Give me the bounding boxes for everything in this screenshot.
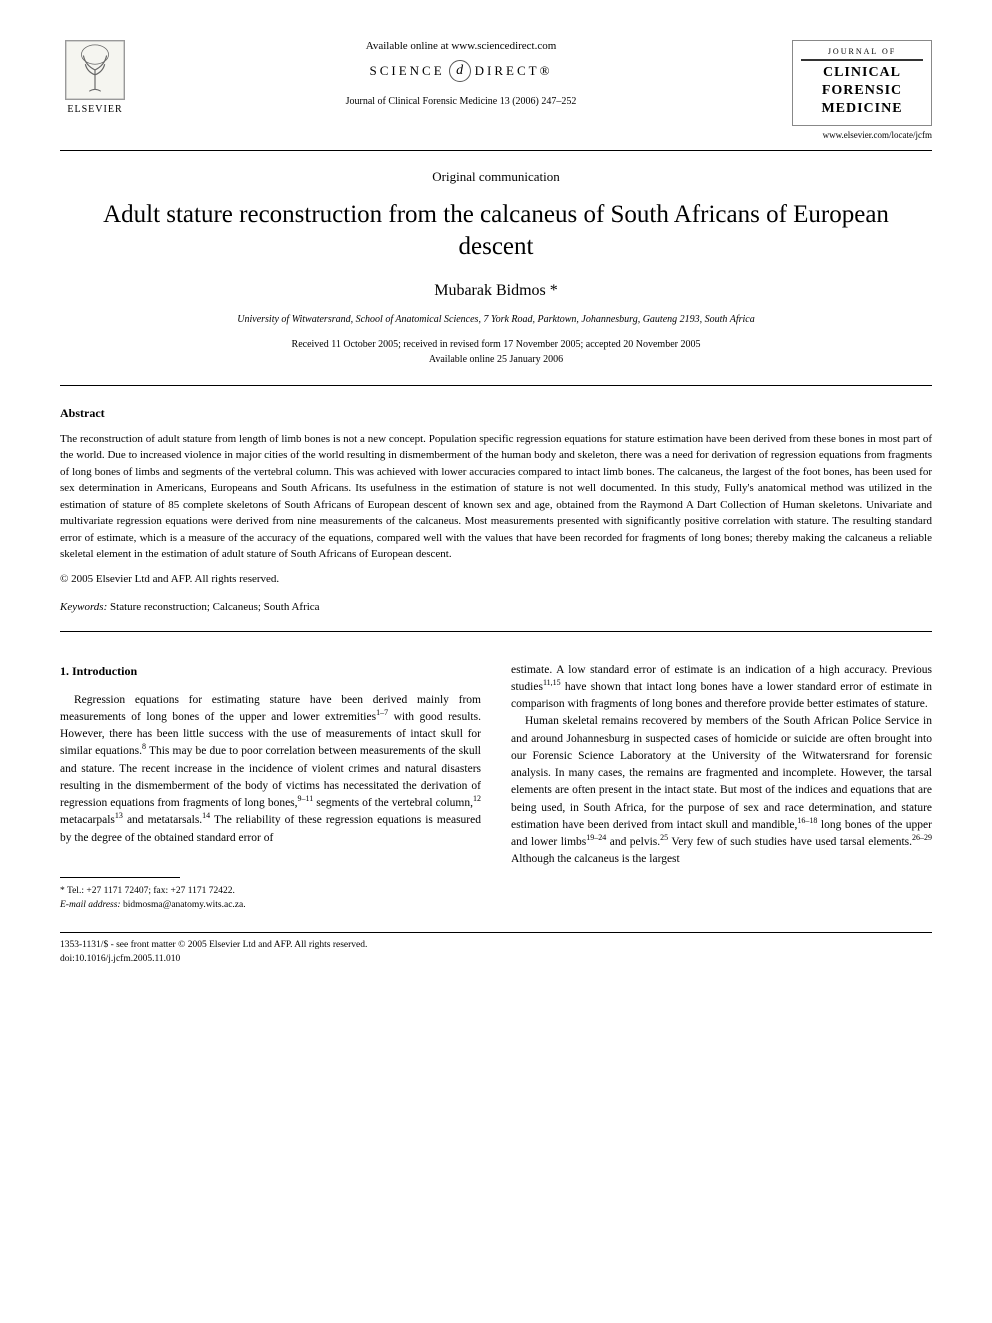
citation-sup[interactable]: 25 — [660, 833, 668, 842]
citation-sup[interactable]: 11,15 — [543, 678, 561, 687]
column-left: 1. Introduction Regression equations for… — [60, 662, 481, 913]
footnote-divider — [60, 877, 180, 878]
body-paragraph-1: Regression equations for estimating stat… — [60, 692, 481, 847]
article-title: Adult stature reconstruction from the ca… — [60, 199, 932, 264]
text-run: and pelvis. — [606, 836, 660, 848]
text-run: have shown that intact long bones have a… — [511, 681, 932, 710]
citation-sup[interactable]: 12 — [473, 794, 481, 803]
science-direct-logo: SCIENCE d DIRECT® — [150, 60, 772, 82]
abstract-divider-bottom — [60, 631, 932, 632]
column-right: estimate. A low standard error of estima… — [511, 662, 932, 913]
center-header: Available online at www.sciencedirect.co… — [130, 40, 792, 107]
footer-line-1: 1353-1131/$ - see front matter © 2005 El… — [60, 939, 932, 952]
sd-d-icon: d — [449, 60, 471, 82]
abstract-copyright: © 2005 Elsevier Ltd and AFP. All rights … — [60, 573, 932, 585]
citation-sup[interactable]: 9–11 — [298, 794, 314, 803]
text-run: Very few of such studies have used tarsa… — [668, 836, 912, 848]
journal-url[interactable]: www.elsevier.com/locate/jcfm — [792, 130, 932, 140]
footnote-email-label: E-mail address: — [60, 900, 121, 910]
text-run: and metatarsals. — [123, 814, 202, 826]
abstract-text: The reconstruction of adult stature from… — [60, 431, 932, 563]
citation-sup[interactable]: 16–18 — [797, 816, 817, 825]
keywords-text: Stature reconstruction; Calcaneus; South… — [107, 601, 319, 613]
available-online-text: Available online at www.sciencedirect.co… — [150, 40, 772, 52]
text-run: Human skeletal remains recovered by memb… — [511, 715, 932, 831]
citation-sup[interactable]: 13 — [115, 811, 123, 820]
elsevier-logo: ELSEVIER — [60, 40, 130, 115]
footnote-tel: * Tel.: +27 1171 72407; fax: +27 1171 72… — [60, 884, 481, 898]
keywords-row: Keywords: Stature reconstruction; Calcan… — [60, 601, 932, 613]
footnote-email[interactable]: bidmosma@anatomy.wits.ac.za. — [121, 900, 246, 910]
elsevier-label: ELSEVIER — [67, 104, 122, 115]
footnote-email-row: E-mail address: bidmosma@anatomy.wits.ac… — [60, 898, 481, 912]
footer-divider — [60, 932, 932, 933]
body-paragraph-3: Human skeletal remains recovered by memb… — [511, 713, 932, 868]
intro-heading: 1. Introduction — [60, 662, 481, 680]
elsevier-tree-icon — [65, 40, 125, 100]
journal-reference: Journal of Clinical Forensic Medicine 13… — [150, 96, 772, 107]
article-type: Original communication — [60, 169, 932, 185]
dates-line-2: Available online 25 January 2006 — [60, 352, 932, 367]
body-paragraph-2: estimate. A low standard error of estima… — [511, 662, 932, 714]
footnote-block: * Tel.: +27 1171 72407; fax: +27 1171 72… — [60, 884, 481, 913]
footer-line-2: doi:10.1016/j.jcfm.2005.11.010 — [60, 953, 932, 966]
citation-sup[interactable]: 1–7 — [376, 708, 388, 717]
text-run: segments of the vertebral column, — [313, 797, 473, 809]
body-columns: 1. Introduction Regression equations for… — [60, 662, 932, 913]
keywords-label: Keywords: — [60, 601, 107, 613]
sd-left: SCIENCE — [370, 63, 445, 79]
text-run: Although the calcaneus is the largest — [511, 853, 680, 865]
citation-sup[interactable]: 26–29 — [912, 833, 932, 842]
journal-logo-block: JOURNAL OF CLINICAL FORENSIC MEDICINE ww… — [792, 40, 932, 140]
author-name: Mubarak Bidmos * — [60, 282, 932, 300]
journal-name-3: MEDICINE — [801, 100, 923, 118]
affiliation: University of Witwatersrand, School of A… — [60, 314, 932, 325]
footer-block: 1353-1131/$ - see front matter © 2005 El… — [60, 939, 932, 966]
journal-of-label: JOURNAL OF — [801, 47, 923, 61]
text-run: metacarpals — [60, 814, 115, 826]
journal-name-1: CLINICAL — [801, 64, 923, 82]
citation-sup[interactable]: 14 — [202, 811, 210, 820]
abstract-divider-top — [60, 385, 932, 386]
header-row: ELSEVIER Available online at www.science… — [60, 40, 932, 140]
abstract-heading: Abstract — [60, 406, 932, 421]
journal-name-2: FORENSIC — [801, 82, 923, 100]
citation-sup[interactable]: 19–24 — [586, 833, 606, 842]
divider — [60, 150, 932, 151]
dates-line-1: Received 11 October 2005; received in re… — [60, 337, 932, 352]
sd-right: DIRECT® — [475, 63, 553, 79]
article-dates: Received 11 October 2005; received in re… — [60, 337, 932, 367]
